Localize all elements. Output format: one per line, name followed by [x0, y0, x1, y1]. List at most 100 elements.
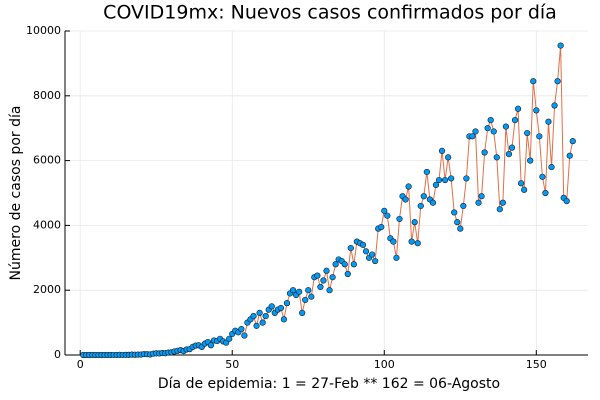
data-point [481, 149, 488, 156]
data-point [527, 157, 534, 164]
data-point [554, 78, 561, 85]
data-point [238, 325, 245, 333]
data-point [566, 152, 573, 159]
x-tick-label: 50 [225, 358, 239, 371]
data-point [289, 287, 297, 294]
data-point [548, 163, 555, 171]
data-point [411, 219, 418, 226]
data-point [493, 154, 500, 161]
data-point [505, 151, 513, 158]
data-point [299, 309, 306, 316]
data-point [408, 238, 415, 245]
x-axis-label: Día de epidemia: 1 = 27-Feb ** 162 = 06-… [158, 376, 500, 392]
data-point [417, 202, 424, 210]
y-axis-label: Número de casos por día [8, 106, 24, 281]
data-point [545, 118, 552, 125]
data-point [280, 316, 288, 323]
data-point [438, 147, 446, 154]
data-point [469, 133, 476, 140]
data-point [359, 241, 367, 248]
data-point [332, 261, 339, 268]
data-point [308, 293, 315, 300]
data-point [502, 123, 510, 130]
data-point [524, 129, 531, 137]
data-point [259, 319, 266, 326]
data-point [496, 206, 503, 213]
data-point [463, 175, 470, 182]
data-point [448, 175, 455, 182]
data-point [432, 181, 440, 188]
data-point [344, 270, 351, 278]
data-point [378, 223, 385, 231]
data-point [390, 238, 397, 245]
data-point [277, 304, 284, 312]
data-point [296, 288, 303, 295]
data-point [533, 107, 540, 114]
data-point [475, 199, 482, 206]
data-point [414, 240, 421, 247]
data-point [347, 244, 354, 252]
data-point [253, 322, 260, 329]
data-point [226, 335, 233, 342]
y-tick-label: 6000 [33, 154, 61, 167]
data-point [521, 186, 528, 193]
data-point [514, 105, 522, 112]
data-point [317, 283, 324, 291]
data-point [557, 42, 564, 49]
data-point [369, 251, 376, 258]
data-point [305, 287, 312, 294]
chart-title: COVID19mx: Nuevos casos confirmados por … [103, 2, 557, 24]
data-point [445, 154, 452, 161]
data-point [381, 207, 388, 214]
data-point [457, 225, 464, 232]
data-point [563, 198, 570, 205]
data-point [539, 173, 546, 180]
data-point [484, 125, 491, 132]
data-point [350, 261, 357, 268]
data-point [396, 215, 403, 223]
data-point [362, 248, 370, 255]
data-point [490, 128, 497, 135]
data-point [320, 277, 327, 284]
series-line [83, 45, 574, 356]
data-point [241, 332, 248, 339]
data-point [256, 309, 263, 316]
data-point [323, 267, 330, 274]
y-tick-label: 10000 [26, 24, 61, 37]
data-point [207, 342, 215, 349]
y-tick-label: 2000 [33, 283, 61, 296]
data-point [460, 202, 467, 210]
data-point [429, 199, 437, 206]
data-point [302, 296, 309, 304]
data-point [393, 254, 400, 261]
data-point [384, 212, 391, 219]
data-point [435, 176, 443, 184]
data-point [569, 138, 576, 145]
data-point [499, 199, 506, 206]
data-point [341, 261, 348, 268]
data-point [451, 209, 458, 216]
data-point [472, 128, 479, 135]
data-point [487, 116, 494, 124]
data-point [268, 303, 275, 310]
data-point [530, 78, 537, 85]
y-tick-label: 8000 [33, 89, 61, 102]
data-point [314, 272, 321, 279]
data-point [454, 219, 461, 226]
x-tick-label: 150 [526, 358, 547, 371]
data-point [283, 300, 291, 307]
data-point [326, 287, 333, 294]
y-tick-label: 0 [54, 348, 61, 361]
data-point [542, 189, 549, 197]
data-point [402, 196, 409, 203]
data-point [420, 193, 427, 200]
y-tick-label: 4000 [33, 218, 61, 231]
data-point [441, 176, 449, 184]
x-tick-label: 0 [77, 358, 84, 371]
data-point [478, 193, 485, 200]
data-point [372, 257, 379, 265]
data-point [536, 133, 543, 140]
data-point [508, 144, 516, 151]
data-point [511, 116, 519, 124]
